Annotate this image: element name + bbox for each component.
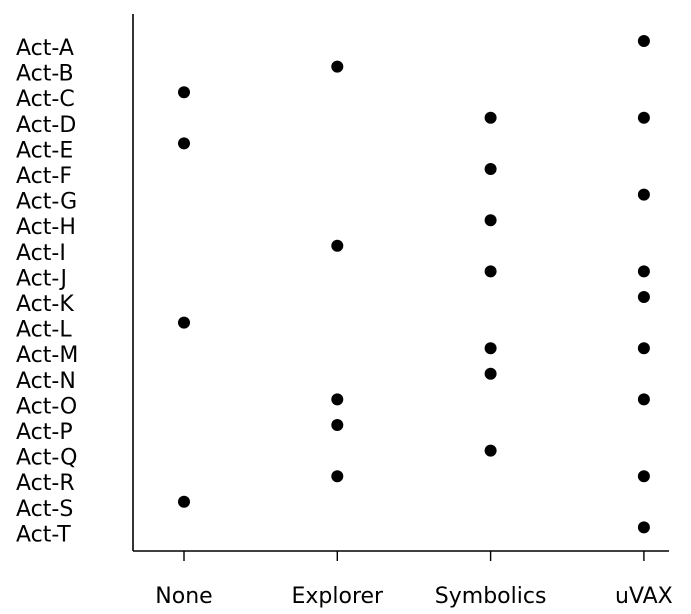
data-point bbox=[178, 495, 190, 508]
y-tick-label: Act-D bbox=[16, 113, 76, 138]
data-point bbox=[178, 316, 190, 329]
y-tick-label: Act-H bbox=[16, 215, 76, 240]
y-tick-label: Act-E bbox=[16, 138, 73, 163]
y-tick-label: Act-L bbox=[16, 318, 72, 343]
y-tick-label: Act-F bbox=[16, 164, 72, 189]
y-tick-label: Act-J bbox=[16, 266, 67, 291]
data-point bbox=[331, 419, 344, 431]
data-point bbox=[331, 239, 344, 252]
data-point bbox=[637, 342, 650, 355]
y-tick-label: Act-K bbox=[16, 292, 74, 317]
data-point bbox=[178, 86, 190, 99]
data-point bbox=[484, 214, 497, 227]
data-point bbox=[484, 111, 497, 124]
data-point bbox=[331, 393, 344, 406]
data-point bbox=[331, 60, 344, 73]
data-point bbox=[637, 35, 650, 47]
data-point bbox=[637, 393, 650, 406]
data-point bbox=[178, 137, 190, 150]
data-point bbox=[484, 265, 497, 278]
data-point bbox=[637, 111, 650, 124]
y-tick-label: Act-I bbox=[16, 241, 66, 266]
y-tick-label: Act-B bbox=[16, 62, 74, 87]
data-point bbox=[484, 342, 497, 355]
data-points bbox=[178, 35, 650, 534]
axes bbox=[132, 14, 669, 552]
y-tick-label: Act-S bbox=[16, 497, 73, 522]
y-tick-label: Act-A bbox=[16, 36, 74, 61]
y-tick-label: Act-N bbox=[16, 369, 76, 394]
data-point bbox=[484, 163, 497, 175]
x-tick-label: Explorer bbox=[291, 584, 384, 609]
y-tick-label: Act-P bbox=[16, 420, 73, 445]
data-point bbox=[484, 367, 497, 380]
y-tick-label: Act-T bbox=[16, 522, 71, 547]
x-tick-label: uVAX bbox=[615, 584, 673, 609]
data-point bbox=[637, 470, 650, 483]
y-axis-labels: Act-AAct-BAct-CAct-DAct-EAct-FAct-GAct-H… bbox=[16, 36, 78, 547]
data-point bbox=[484, 444, 497, 457]
y-tick-label: Act-Q bbox=[16, 446, 77, 471]
y-tick-label: Act-R bbox=[16, 471, 75, 496]
data-point bbox=[331, 470, 344, 483]
x-tick-label: Symbolics bbox=[435, 584, 547, 609]
data-point bbox=[637, 291, 650, 303]
data-point bbox=[637, 521, 650, 534]
data-point bbox=[637, 265, 650, 278]
x-axis-ticks: None Explorer Symbolics uVAX bbox=[155, 551, 673, 609]
x-tick-label: None bbox=[155, 584, 212, 609]
y-tick-label: Act-C bbox=[16, 87, 75, 112]
y-tick-label: Act-M bbox=[16, 343, 78, 368]
data-point bbox=[637, 188, 650, 201]
y-tick-label: Act-G bbox=[16, 190, 77, 215]
y-tick-label: Act-O bbox=[16, 394, 77, 419]
